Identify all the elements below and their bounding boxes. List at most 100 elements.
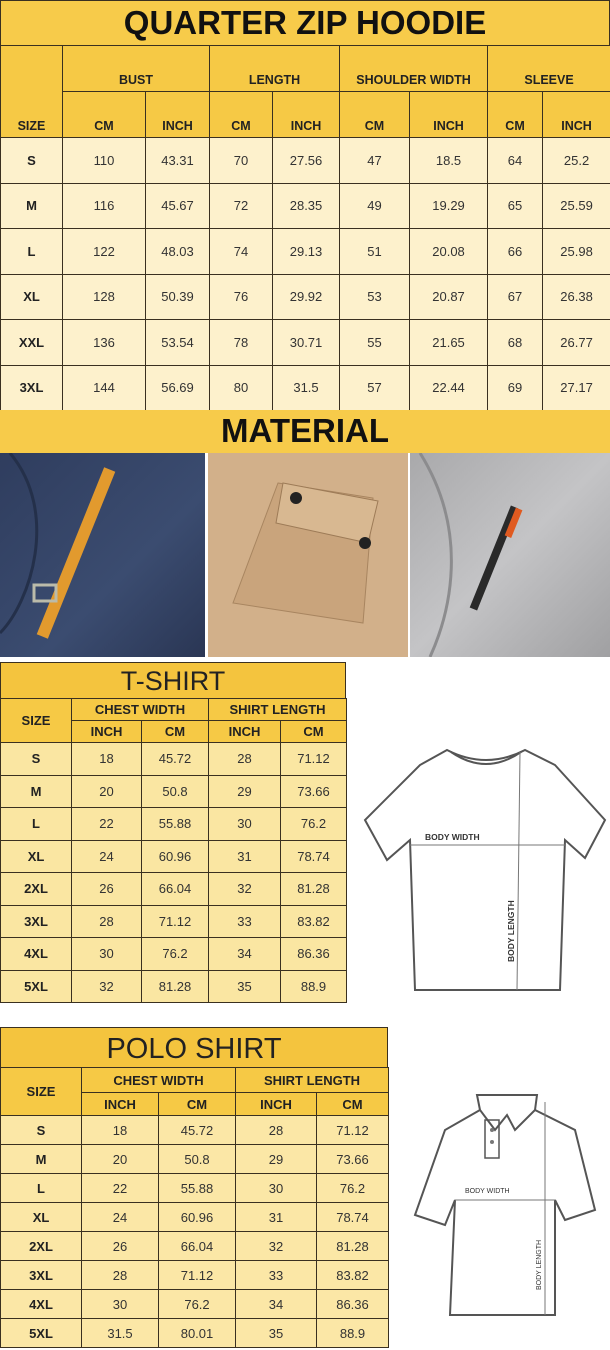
measurement-cell: 66.04 — [141, 872, 209, 906]
unit-row: INCH CM INCH CM — [1, 1092, 389, 1116]
measurement-cell: 76.2 — [316, 1173, 389, 1203]
measurement-cell: 50.8 — [141, 774, 209, 808]
measurement-cell: 55.88 — [141, 807, 209, 841]
measurement-cell: 25.59 — [542, 182, 610, 229]
measurement-cell: 55 — [339, 319, 411, 366]
table-row: S 18 45.72 28 71.12 — [0, 742, 347, 776]
size-cell: 3XL — [0, 904, 72, 938]
size-cell: 3XL — [0, 364, 63, 411]
body-length-label: BODY LENGTH — [536, 1240, 543, 1290]
measurement-cell: 74 — [209, 228, 273, 275]
measurement-cell: 60.96 — [141, 839, 209, 873]
body-length-label: BODY LENGTH — [506, 900, 516, 962]
measurement-cell: 25.98 — [542, 228, 610, 275]
measurement-cell: 22 — [81, 1173, 159, 1203]
unit-row: CM INCH CM INCH CM INCH CM INCH — [1, 91, 610, 138]
size-cell: XL — [0, 1202, 82, 1232]
table-row: S 110 43.31 70 27.56 47 18.5 64 25.2 — [0, 137, 610, 184]
measurement-cell: 18 — [71, 742, 142, 776]
measurement-cell: 88.9 — [280, 969, 347, 1003]
measurement-cell: 60.96 — [158, 1202, 236, 1232]
measurement-cell: 81.28 — [316, 1231, 389, 1261]
measurement-cell: 32 — [208, 872, 281, 906]
body-width-label: BODY WIDTH — [425, 832, 480, 842]
header-row: SIZE CHEST WIDTH SHIRT LENGTH — [0, 698, 347, 743]
measurement-cell: 72 — [209, 182, 273, 229]
table-row: S 18 45.72 28 71.12 — [0, 1115, 389, 1145]
hoodie-size-table: SIZE BUST LENGTH SHOULDER WIDTH SLEEVE CM INCH… — [0, 45, 610, 411]
column-group-header: SHIRT LENGTH — [235, 1067, 389, 1093]
measurement-cell: 76.2 — [141, 937, 209, 971]
measurement-cell: 50.8 — [158, 1144, 236, 1174]
measurement-cell: 31 — [235, 1202, 317, 1232]
measurement-cell: 76.2 — [158, 1289, 236, 1319]
measurement-cell: 45.72 — [141, 742, 209, 776]
column-group-header: SLEEVE — [487, 45, 610, 92]
measurement-cell: 29.13 — [271, 228, 341, 275]
measurement-cell: 116 — [62, 182, 146, 229]
table-row: 2XL 26 66.04 32 81.28 — [0, 1231, 389, 1261]
measurement-cell: 26.38 — [542, 273, 610, 320]
size-cell: 4XL — [0, 937, 72, 971]
navy-fabric-photo — [0, 453, 205, 657]
size-header: SIZE — [0, 698, 72, 743]
measurement-cell: 31 — [208, 839, 281, 873]
measurement-cell: 86.36 — [316, 1289, 389, 1319]
measurement-cell: 18 — [81, 1115, 159, 1145]
size-cell: XXL — [0, 319, 63, 366]
measurement-cell: 56.69 — [145, 364, 210, 411]
measurement-cell: 22 — [71, 807, 142, 841]
measurement-cell: 110 — [62, 137, 146, 184]
measurement-cell: 136 — [62, 319, 146, 366]
table-row: XL 128 50.39 76 29.92 53 20.87 67 26.38 — [0, 273, 610, 320]
unit-header: CM — [158, 1092, 236, 1116]
measurement-cell: 53.54 — [145, 319, 210, 366]
measurement-cell: 81.28 — [280, 872, 347, 906]
column-group-header: CHEST WIDTH — [81, 1067, 236, 1093]
measurement-cell: 29 — [208, 774, 281, 808]
unit-header: INCH — [208, 720, 281, 743]
size-cell: L — [0, 1173, 82, 1203]
measurement-cell: 28 — [71, 904, 142, 938]
measurement-cell: 30 — [208, 807, 281, 841]
measurement-cell: 57 — [339, 364, 411, 411]
measurement-cell: 24 — [81, 1202, 159, 1232]
table-row: 4XL 30 76.2 34 86.36 — [0, 937, 347, 971]
measurement-cell: 26 — [81, 1231, 159, 1261]
measurement-cell: 31.5 — [271, 364, 341, 411]
measurement-cell: 66 — [487, 228, 544, 275]
measurement-cell: 45.72 — [158, 1115, 236, 1145]
size-cell: XL — [0, 273, 63, 320]
measurement-cell: 26.77 — [542, 319, 610, 366]
table-row: 3XL 144 56.69 80 31.5 57 22.44 69 27.17 — [0, 364, 610, 411]
measurement-cell: 30 — [81, 1289, 159, 1319]
measurement-cell: 29 — [235, 1144, 317, 1174]
measurement-cell: 76 — [209, 273, 273, 320]
table-row: XL 24 60.96 31 78.74 — [0, 839, 347, 873]
size-cell: S — [0, 1115, 82, 1145]
table-row: M 20 50.8 29 73.66 — [0, 1144, 389, 1174]
measurement-cell: 69 — [487, 364, 544, 411]
measurement-cell: 28 — [208, 742, 281, 776]
header-row: SIZE BUST LENGTH SHOULDER WIDTH SLEEVE — [0, 45, 610, 138]
table-row: 4XL 30 76.2 34 86.36 — [0, 1289, 389, 1319]
measurement-cell: 18.5 — [409, 137, 489, 184]
unit-header: CM — [62, 91, 146, 138]
measurement-cell: 49 — [339, 182, 411, 229]
measurement-cell: 21.65 — [409, 319, 489, 366]
measurement-cell: 47 — [339, 137, 411, 184]
size-header: SIZE — [0, 45, 63, 138]
unit-header: INCH — [145, 91, 210, 138]
size-header: SIZE — [0, 1067, 82, 1116]
table-row: 5XL 32 81.28 35 88.9 — [0, 969, 347, 1003]
measurement-cell: 71.12 — [316, 1115, 389, 1145]
table-row: 5XL 31.5 80.01 35 88.9 — [0, 1318, 389, 1348]
table-row: M 20 50.8 29 73.66 — [0, 774, 347, 808]
measurement-cell: 20 — [81, 1144, 159, 1174]
measurement-cell: 73.66 — [316, 1144, 389, 1174]
size-cell: M — [0, 774, 72, 808]
measurement-cell: 83.82 — [316, 1260, 389, 1290]
measurement-cell: 65 — [487, 182, 544, 229]
measurement-cell: 78.74 — [316, 1202, 389, 1232]
measurement-cell: 70 — [209, 137, 273, 184]
